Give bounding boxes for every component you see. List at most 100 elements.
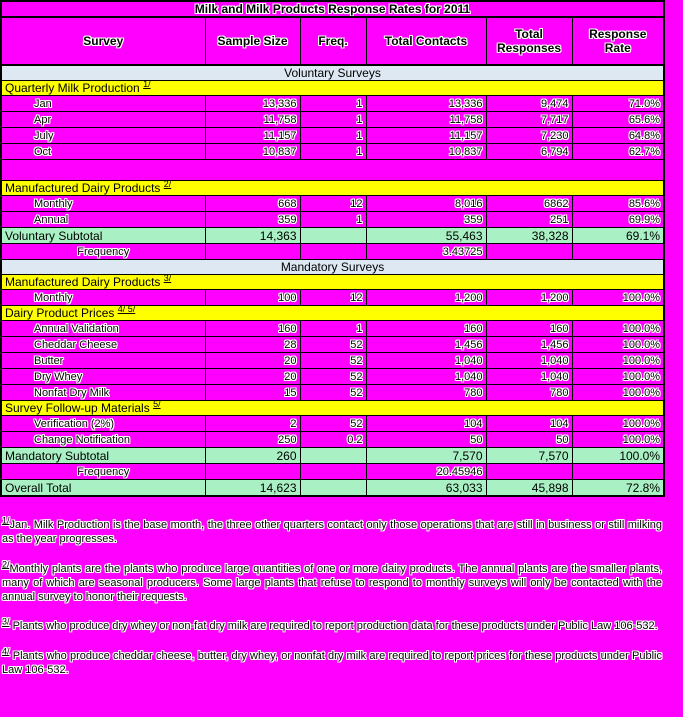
table-row-annual: Annual 359 1 359 251 69.9% xyxy=(0,211,665,228)
cell-sample-size: 15 xyxy=(204,384,301,401)
cell-total-contacts: 50 xyxy=(365,431,487,448)
band-label: Mandatory Surveys xyxy=(0,259,665,275)
cell-freq: 0.2 xyxy=(299,431,367,448)
footnote-3-marker: 3/ xyxy=(2,616,10,627)
row-label: Verification (2%) xyxy=(0,415,206,432)
cell-freq: 52 xyxy=(299,336,367,353)
footnote-marker: 4/ 5/ xyxy=(117,305,136,314)
cell-sample-size: 11,758 xyxy=(204,111,301,128)
column-header-total-responses: Total Responses xyxy=(485,16,573,66)
cell-response-rate: 100.0% xyxy=(571,447,665,464)
column-header-response-rate: Response Rate xyxy=(571,16,665,66)
cell-response-rate: 100.0% xyxy=(571,384,665,401)
cell-response-rate: 69.1% xyxy=(571,227,665,244)
table-row-monthly: Monthly 100 12 1,200 1,200 100.0% xyxy=(0,289,665,306)
table-row-survey-follow-up-materials: Survey Follow-up Materials 5/ xyxy=(0,400,665,416)
cell-freq: 52 xyxy=(299,415,367,432)
cell-sample-size: 20 xyxy=(204,352,301,369)
section-label: Quarterly Milk Production 1/ xyxy=(0,80,665,96)
cell-sample-size: 14,623 xyxy=(204,479,301,497)
cell-total-contacts: 1,040 xyxy=(365,368,487,385)
footnote-1-text: Jan. Milk Production is the base month, … xyxy=(2,519,662,546)
footnote-4-marker: 4/ xyxy=(2,646,10,657)
table-head: Milk and Milk Products Response Rates fo… xyxy=(0,0,666,66)
cell-response-rate: 64.8% xyxy=(571,127,665,144)
cell-freq: 1 xyxy=(299,95,367,112)
footnote-1: 1/Jan. Milk Production is the base month… xyxy=(2,516,662,547)
cell-freq: 52 xyxy=(299,352,367,369)
table-row-frequency: Frequency 3.43725 xyxy=(0,243,665,260)
cell-total-contacts: 8,016 xyxy=(365,195,487,212)
table-row-butter: Butter 20 52 1,040 1,040 100.0% xyxy=(0,352,665,369)
row-label: Overall Total xyxy=(0,479,206,497)
cell-total-responses: 7,717 xyxy=(485,111,573,128)
cell-total-contacts: 7,570 xyxy=(365,447,487,464)
row-label: July xyxy=(0,127,206,144)
table-row-mandatory-subtotal: Mandatory Subtotal 260 7,570 7,570 100.0% xyxy=(0,447,665,464)
footnote-4: 4/ Plants who produce cheddar cheese, bu… xyxy=(2,646,662,678)
table-row-apr: Apr 11,758 1 11,758 7,717 65.6% xyxy=(0,111,665,128)
row-label: Cheddar Cheese xyxy=(0,336,206,353)
table-row-overall-total: Overall Total 14,623 63,033 45,898 72.8% xyxy=(0,479,665,497)
cell-freq: 1 xyxy=(299,143,367,160)
cell-total-responses: 251 xyxy=(485,211,573,228)
cell-total-contacts: 359 xyxy=(365,211,487,228)
table-row-nonfat-dry-milk: Nonfat Dry Milk 15 52 780 780 100.0% xyxy=(0,384,665,401)
footnote-marker: 3/ xyxy=(163,274,172,283)
section-label: Survey Follow-up Materials 5/ xyxy=(0,400,665,416)
cell-total-responses: 45,898 xyxy=(485,479,573,497)
cell-sample-size: 14,363 xyxy=(204,227,301,244)
cell-total-responses: 1,040 xyxy=(485,352,573,369)
footnote-marker: 1/ xyxy=(143,80,151,89)
row-label: Frequency xyxy=(0,463,206,480)
row-label: Jan xyxy=(0,95,206,112)
cell-response-rate: 100.0% xyxy=(571,431,665,448)
cell-sample-size: 11,157 xyxy=(204,127,301,144)
footnote-3: 3/ Plants who produce dry whey or non-fa… xyxy=(2,616,662,633)
footnote-marker: 5/ xyxy=(153,400,161,409)
footnote-2: 2/Monthly plants are the plants who prod… xyxy=(2,559,662,605)
cell-total-responses: 38,328 xyxy=(485,227,573,244)
cell-response-rate: 100.0% xyxy=(571,336,665,353)
band-label: Voluntary Surveys xyxy=(0,64,665,81)
cell-sample-size xyxy=(204,463,301,480)
cell-response-rate: 85.6% xyxy=(571,195,665,212)
table-row-verification-2: Verification (2%) 2 52 104 104 100.0% xyxy=(0,415,665,432)
cell-sample-size: 28 xyxy=(204,336,301,353)
cell-total-contacts: 13,336 xyxy=(365,95,487,112)
row-label: Mandatory Subtotal xyxy=(0,447,206,464)
cell-total-contacts: 1,456 xyxy=(365,336,487,353)
cell-total-contacts: 780 xyxy=(365,384,487,401)
cell-total-contacts: 11,157 xyxy=(365,127,487,144)
cell-total-contacts: 104 xyxy=(365,415,487,432)
cell-sample-size: 250 xyxy=(204,431,301,448)
cell-response-rate: 100.0% xyxy=(571,415,665,432)
cell-freq: 1 xyxy=(299,320,367,337)
cell-total-responses: 1,456 xyxy=(485,336,573,353)
cell-response-rate: 100.0% xyxy=(571,320,665,337)
table-row-change-notification: Change Notification 250 0.2 50 50 100.0% xyxy=(0,431,665,448)
cell-response-rate: 62.7% xyxy=(571,143,665,160)
cell-freq xyxy=(299,463,367,480)
table-row-voluntary-subtotal: Voluntary Subtotal 14,363 55,463 38,328 69.1… xyxy=(0,227,665,244)
table-body: Voluntary Surveys Quarterly Milk Producti… xyxy=(0,64,665,497)
cell-freq xyxy=(299,227,367,244)
cell-freq xyxy=(299,447,367,464)
row-label: Annual xyxy=(0,211,206,228)
row-label: Frequency xyxy=(0,243,206,260)
table-row-quarterly-milk-production: Quarterly Milk Production 1/ xyxy=(0,80,665,96)
cell-total-responses: 780 xyxy=(485,384,573,401)
section-label: Manufactured Dairy Products 3/ xyxy=(0,274,665,290)
column-header-total-contacts: Total Contacts xyxy=(365,16,487,66)
row-label: Voluntary Subtotal xyxy=(0,227,206,244)
cell-sample-size: 13,336 xyxy=(204,95,301,112)
cell-total-contacts: 160 xyxy=(365,320,487,337)
column-header-sample-size: Sample Size xyxy=(204,16,301,66)
cell-total-responses: 6,794 xyxy=(485,143,573,160)
row-label: Oct xyxy=(0,143,206,160)
cell-sample-size: 20 xyxy=(204,368,301,385)
table-row-oct: Oct 10,837 1 10,837 6,794 62.7% xyxy=(0,143,665,160)
cell-total-responses: 104 xyxy=(485,415,573,432)
row-label: Dry Whey xyxy=(0,368,206,385)
table-row-frequency: Frequency 20.45946 xyxy=(0,463,665,480)
